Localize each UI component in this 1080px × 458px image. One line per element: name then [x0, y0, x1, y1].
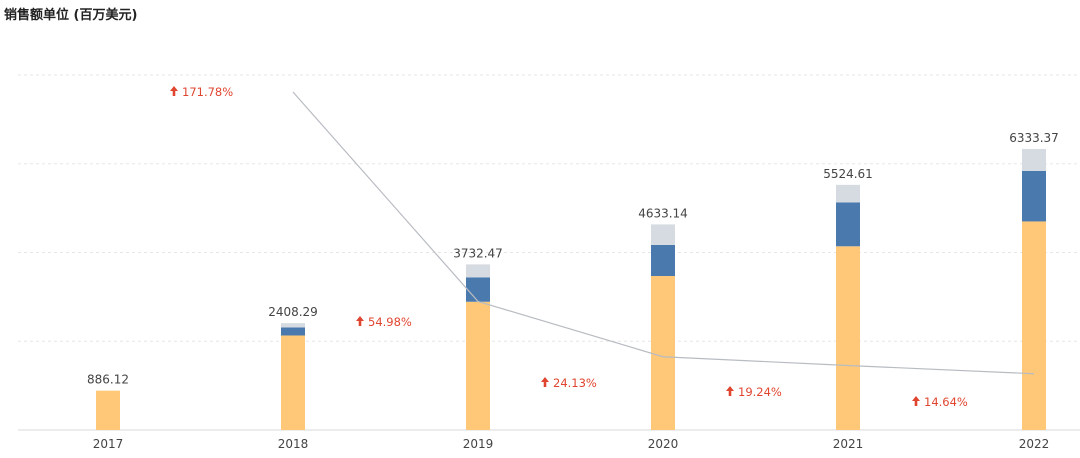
growth-label-5: 14.64% — [924, 395, 968, 409]
chart-title: 销售额单位 (百万美元) — [4, 8, 138, 23]
bar-2020-segment-1 — [651, 276, 675, 430]
growth-arrow-up-icon-3 — [541, 377, 549, 387]
growth-arrow-up-icon-5 — [912, 396, 920, 406]
x-tick-2022: 2022 — [1019, 437, 1050, 451]
total-label-2017: 886.12 — [87, 373, 129, 387]
bar-2019-segment-3 — [466, 264, 490, 278]
growth-label-1: 171.78% — [182, 85, 233, 99]
bar-2021-segment-3 — [836, 184, 860, 203]
x-tick-2019: 2019 — [463, 437, 494, 451]
bar-2017-segment-1 — [96, 390, 120, 430]
bar-2018-segment-3 — [281, 323, 305, 328]
x-tick-2020: 2020 — [648, 437, 679, 451]
total-label-2020: 4633.14 — [638, 206, 688, 220]
x-tick-2017: 2017 — [93, 437, 124, 451]
bar-2022-segment-2 — [1022, 170, 1046, 222]
bar-2018-segment-1 — [281, 335, 305, 430]
bar-2022-segment-1 — [1022, 221, 1046, 430]
total-label-2022: 6333.37 — [1009, 131, 1059, 145]
bar-2021-segment-2 — [836, 202, 860, 247]
bar-2021-segment-1 — [836, 246, 860, 430]
total-label-2021: 5524.61 — [823, 167, 873, 181]
bar-2019-segment-1 — [466, 301, 490, 430]
bar-2022-segment-3 — [1022, 148, 1046, 171]
growth-label-2: 54.98% — [368, 315, 412, 329]
growth-arrow-up-icon-1 — [170, 86, 178, 96]
growth-line — [292, 91, 1035, 375]
bar-2020-segment-2 — [651, 244, 675, 277]
growth-label-4: 19.24% — [738, 385, 782, 399]
total-label-2019: 3732.47 — [453, 246, 503, 260]
x-tick-2018: 2018 — [278, 437, 309, 451]
x-tick-2021: 2021 — [833, 437, 864, 451]
bar-2018-segment-2 — [281, 327, 305, 336]
total-label-2018: 2408.29 — [268, 305, 318, 319]
growth-arrow-up-icon-2 — [356, 316, 364, 326]
growth-arrow-up-icon-4 — [726, 386, 734, 396]
bar-2020-segment-3 — [651, 224, 675, 245]
growth-label-3: 24.13% — [553, 376, 597, 390]
bar-2019-segment-2 — [466, 277, 490, 302]
